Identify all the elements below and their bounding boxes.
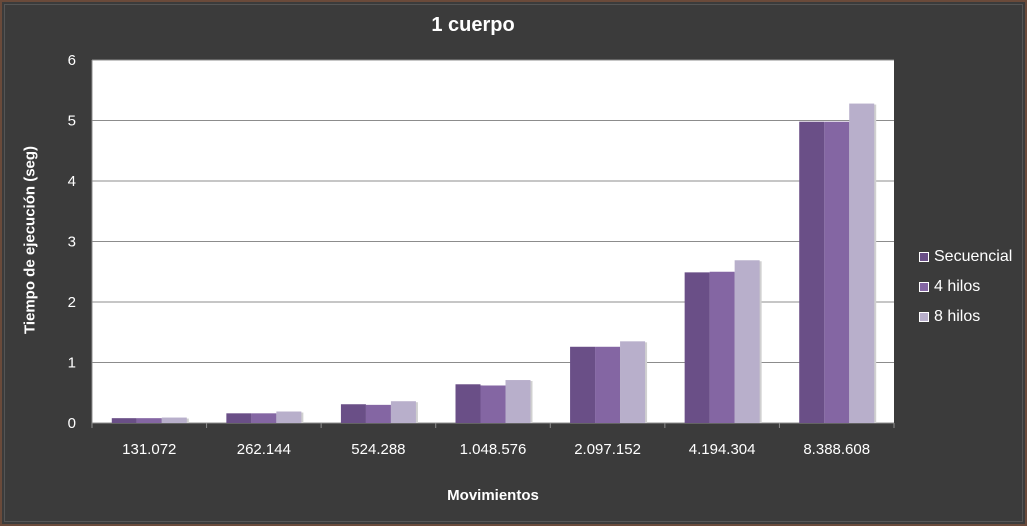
bar-8-hilos [505,380,531,423]
y-tick-label: 0 [68,415,76,432]
y-tick-label: 1 [68,355,76,372]
x-tick-label: 1.048.576 [460,441,527,458]
y-tick-label: 3 [68,234,76,251]
legend-item: 4 hilos [919,272,1012,302]
bar-8-hilos [276,411,302,423]
x-tick-label: 4.194.304 [689,441,756,458]
bar-secuencial [799,121,825,424]
x-tick-label: 131.072 [122,441,176,458]
bar-secuencial [111,418,137,423]
bar-4-hilos [480,385,506,423]
x-tick-label: 262.144 [237,441,291,458]
bar-secuencial [340,404,366,423]
x-tick-label: 2.097.152 [574,441,641,458]
legend-item: Secuencial [919,242,1012,272]
bar-4-hilos [365,404,391,423]
chart-frame-inner [4,4,1023,522]
legend-label: 8 hilos [934,308,981,325]
legend-swatch [919,252,929,262]
bar-4-hilos [824,121,850,424]
legend-item: 8 hilos [919,302,1012,332]
legend: Secuencial 4 hilos 8 hilos [919,242,1012,332]
bar-8-hilos [390,401,416,423]
legend-label: Secuencial [934,248,1013,265]
x-axis-title: Movimientos [447,487,539,504]
bar-secuencial [684,272,710,423]
x-tick-label: 8.388.608 [803,441,870,458]
bar-4-hilos [136,418,162,423]
y-axis-title: Tiempo de ejecución (seg) [21,145,39,335]
bar-4-hilos [709,271,735,423]
y-tick-label: 4 [68,173,76,190]
x-tick-label: 524.288 [351,441,405,458]
bar-secuencial [570,346,596,423]
y-tick-label: 5 [68,113,76,130]
legend-swatch [919,282,929,292]
legend-swatch [919,312,929,322]
legend-label: 4 hilos [934,278,981,295]
bar-secuencial [455,384,481,423]
bar-8-hilos [849,103,875,423]
bar-4-hilos [251,413,277,423]
bar-8-hilos [161,417,187,423]
bar-secuencial [226,413,252,423]
bar-8-hilos [620,341,646,423]
bar-8-hilos [734,260,760,423]
bar-4-hilos [595,346,621,423]
y-tick-label: 2 [68,294,76,311]
y-tick-label: 6 [68,52,76,69]
chart-title: 1 cuerpo [431,14,515,36]
